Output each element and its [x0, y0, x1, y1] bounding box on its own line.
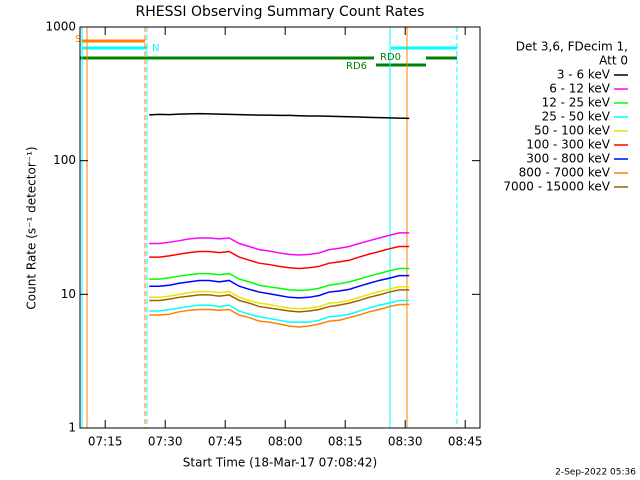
series-line — [149, 299, 410, 323]
annotation: RD6 — [346, 61, 367, 72]
y-axis-label: Count Rate (s⁻¹ detector⁻¹) — [25, 146, 39, 309]
y-tick-label: 10 — [61, 287, 76, 301]
series-line — [149, 232, 410, 256]
flags — [80, 39, 457, 67]
x-axis-label: Start Time (18-Mar-17 07:08:42) — [183, 456, 377, 470]
legend-label: 7000 - 15000 keV — [503, 180, 610, 194]
x-tick-label: 07:15 — [88, 435, 123, 449]
plot-frame — [79, 26, 481, 429]
legend-label: 300 - 800 keV — [526, 152, 610, 166]
annotation: N — [152, 43, 159, 54]
x-tick-label: 08:45 — [448, 435, 483, 449]
x-tick-label: 08:30 — [388, 435, 423, 449]
series-line — [149, 303, 410, 328]
x-tick-label: 08:15 — [328, 435, 363, 449]
x-tick-label: 08:00 — [268, 435, 303, 449]
x-tick-label: 07:45 — [208, 435, 243, 449]
series-line — [149, 274, 410, 299]
y-tick-label: 100 — [53, 153, 76, 167]
x-tick-label: 07:30 — [148, 435, 183, 449]
annotation: RD0 — [380, 52, 401, 63]
legend-label: 25 - 50 keV — [542, 110, 611, 124]
legend-label: 6 - 12 keV — [549, 82, 611, 96]
series-line — [149, 285, 410, 310]
markers — [81, 27, 458, 428]
legend-label: 50 - 100 keV — [534, 124, 611, 138]
series-line — [149, 245, 410, 270]
series-line — [149, 112, 410, 120]
legend-label: 3 - 6 keV — [557, 68, 611, 82]
legend-label: 100 - 300 keV — [526, 138, 610, 152]
legend-label: 12 - 25 keV — [542, 96, 611, 110]
footer: 2-Sep-2022 05:36 — [555, 468, 636, 478]
y-tick-label: 1 — [68, 421, 76, 435]
series-line — [149, 289, 410, 313]
legend-title: Att 0 — [599, 54, 628, 68]
legend-label: 800 - 7000 keV — [519, 166, 611, 180]
y-tick-label: 1000 — [45, 20, 76, 34]
series-line — [149, 267, 410, 292]
legend-title: Det 3,6, FDecim 1, — [516, 40, 628, 54]
chart-title: RHESSI Observing Summary Count Rates — [136, 4, 425, 20]
annotation: S — [75, 34, 81, 45]
